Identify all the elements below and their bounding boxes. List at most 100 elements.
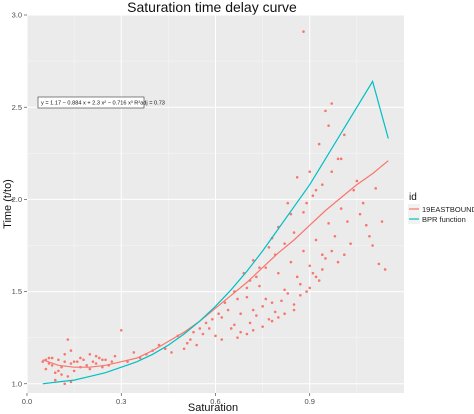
data-point (267, 317, 271, 321)
data-point (327, 222, 330, 225)
data-point (333, 234, 337, 238)
data-point (292, 231, 296, 234)
data-point (314, 188, 318, 192)
data-point (239, 330, 242, 334)
data-point (321, 268, 324, 271)
x-axis-label: Saturation (188, 402, 238, 414)
data-point (233, 323, 236, 327)
data-point (201, 332, 205, 336)
x-tick-label: 0.3 (116, 397, 126, 406)
legend-item-bpr-function: BPR function (408, 214, 466, 224)
fit-curve-19eastbound (42, 160, 389, 368)
data-point (289, 260, 293, 264)
data-point (324, 109, 327, 113)
equation-text: y = 1.17 − 0.884 x + 2.3 x² − 0.716 x³ R… (41, 101, 165, 107)
data-point (44, 367, 48, 371)
data-point (63, 352, 66, 356)
data-point (79, 356, 82, 360)
data-point (72, 360, 76, 363)
data-point (50, 356, 54, 360)
data-point (226, 308, 230, 312)
data-point (292, 308, 296, 312)
data-point (245, 332, 249, 336)
y-axis-ticks: 1.0 1.5 2.0 2.5 3.0 (12, 11, 27, 388)
data-point (270, 301, 274, 304)
data-point (47, 356, 51, 360)
data-point (119, 329, 123, 332)
data-point (170, 351, 173, 354)
data-point (104, 358, 107, 362)
data-point (311, 194, 315, 198)
x-tick-label: 0.0 (22, 397, 32, 406)
data-point (185, 341, 189, 345)
data-point (302, 210, 305, 214)
data-point (283, 242, 286, 245)
data-point (283, 312, 286, 316)
data-point (343, 133, 346, 137)
data-point (258, 284, 261, 288)
y-tick-label: 3.0 (12, 11, 22, 20)
data-point (50, 364, 54, 367)
data-point (236, 336, 239, 339)
data-point (195, 343, 198, 347)
data-point (110, 360, 114, 363)
x-axis-ticks: 0.0 0.3 0.6 0.9 (22, 393, 315, 406)
data-point (57, 358, 60, 362)
data-point (383, 268, 387, 271)
data-point (377, 262, 381, 266)
data-point (308, 286, 312, 290)
data-point (343, 253, 346, 257)
data-point (94, 354, 98, 358)
data-point (66, 338, 70, 341)
y-tick-label: 2.0 (12, 195, 22, 204)
data-point (94, 362, 98, 365)
x-tick-label: 0.6 (210, 397, 220, 406)
data-point (305, 290, 308, 293)
data-point (330, 170, 334, 174)
data-point (239, 312, 242, 316)
data-point (358, 212, 362, 216)
data-point (273, 310, 277, 314)
data-point (126, 360, 129, 363)
y-axis-label: Time (t/to) (2, 179, 14, 229)
legend-title: id (409, 192, 417, 203)
data-point (192, 330, 195, 334)
legend-label-19eastbound: 19EASTBOUND (422, 205, 474, 214)
data-point (251, 258, 255, 262)
data-point (101, 358, 104, 362)
data-point (63, 360, 66, 363)
data-point (255, 314, 258, 317)
data-point (198, 327, 202, 330)
data-point (339, 157, 343, 161)
legend-label-bpr-function: BPR function (422, 215, 466, 224)
data-point (97, 356, 101, 360)
data-point (289, 212, 293, 216)
data-point (374, 187, 378, 190)
data-point (317, 279, 321, 282)
data-point (223, 301, 227, 304)
data-point (101, 365, 104, 369)
data-point (314, 238, 318, 242)
data-point (57, 369, 60, 373)
data-point (264, 297, 268, 301)
data-point (317, 142, 321, 146)
data-point (380, 220, 384, 223)
data-point (189, 338, 192, 341)
data-point (258, 266, 261, 269)
data-point (327, 124, 330, 127)
equation-annotation: y = 1.17 − 0.884 x + 2.3 x² − 0.716 x³ R… (37, 96, 165, 109)
data-point (349, 242, 352, 245)
data-point (41, 360, 45, 363)
data-point (308, 170, 312, 174)
data-point (277, 316, 280, 319)
data-point (339, 207, 343, 210)
data-point (251, 329, 255, 332)
data-point (261, 305, 264, 308)
data-point (88, 367, 92, 371)
data-point (157, 343, 161, 347)
data-point (295, 275, 299, 279)
data-point (211, 317, 214, 321)
data-point (91, 360, 95, 363)
data-point (371, 244, 374, 247)
data-point (336, 157, 340, 161)
